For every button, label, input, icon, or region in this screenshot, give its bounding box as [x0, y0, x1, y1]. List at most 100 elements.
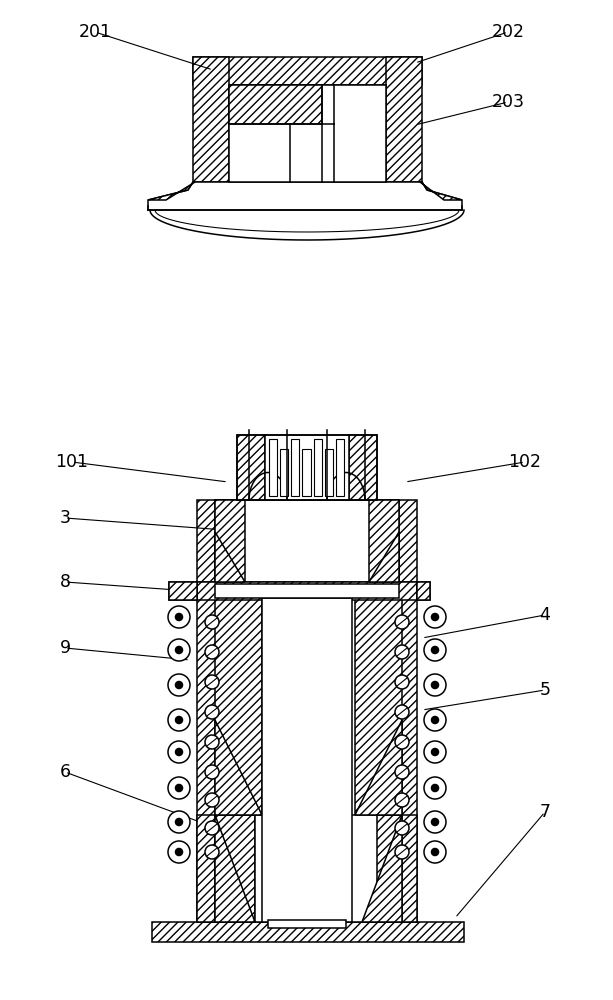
- Circle shape: [205, 821, 219, 835]
- Text: 7: 7: [539, 803, 550, 821]
- Circle shape: [424, 709, 446, 731]
- Polygon shape: [355, 720, 402, 815]
- Text: 6: 6: [59, 763, 70, 781]
- Circle shape: [168, 741, 190, 763]
- Text: 203: 203: [492, 93, 525, 111]
- Circle shape: [432, 818, 438, 826]
- Circle shape: [424, 841, 446, 863]
- Circle shape: [205, 735, 219, 749]
- Circle shape: [395, 735, 409, 749]
- Circle shape: [168, 811, 190, 833]
- Polygon shape: [369, 532, 399, 582]
- Bar: [417, 582, 430, 600]
- Bar: [197, 598, 237, 922]
- Circle shape: [424, 777, 446, 799]
- Text: 3: 3: [59, 509, 70, 527]
- Circle shape: [175, 748, 183, 756]
- Circle shape: [205, 675, 219, 689]
- Polygon shape: [148, 182, 462, 210]
- Bar: [229, 85, 322, 124]
- Circle shape: [175, 613, 183, 620]
- Bar: [215, 500, 399, 582]
- Bar: [280, 449, 288, 496]
- Circle shape: [168, 639, 190, 661]
- Bar: [215, 598, 262, 815]
- Circle shape: [168, 709, 190, 731]
- Bar: [215, 584, 399, 598]
- Circle shape: [168, 606, 190, 628]
- Circle shape: [175, 682, 183, 688]
- Bar: [169, 582, 197, 600]
- Bar: [265, 435, 349, 500]
- Circle shape: [432, 784, 438, 792]
- Circle shape: [424, 674, 446, 696]
- Circle shape: [432, 748, 438, 756]
- Circle shape: [395, 705, 409, 719]
- Circle shape: [175, 848, 183, 856]
- Circle shape: [205, 645, 219, 659]
- Circle shape: [395, 793, 409, 807]
- Bar: [197, 815, 215, 922]
- Bar: [399, 815, 417, 922]
- Circle shape: [205, 705, 219, 719]
- Bar: [268, 920, 346, 928]
- Bar: [197, 582, 417, 600]
- Bar: [325, 449, 333, 496]
- Text: 4: 4: [539, 606, 550, 624]
- Circle shape: [432, 682, 438, 688]
- Text: 102: 102: [509, 453, 541, 471]
- Bar: [255, 815, 377, 922]
- Polygon shape: [420, 182, 462, 200]
- Circle shape: [168, 674, 190, 696]
- Bar: [386, 57, 422, 182]
- Bar: [237, 435, 377, 500]
- Circle shape: [424, 606, 446, 628]
- Circle shape: [175, 647, 183, 654]
- Circle shape: [205, 845, 219, 859]
- Polygon shape: [215, 532, 245, 582]
- Circle shape: [432, 613, 438, 620]
- Circle shape: [175, 716, 183, 724]
- Bar: [369, 500, 399, 582]
- Bar: [193, 57, 422, 85]
- Text: 9: 9: [59, 639, 70, 657]
- Text: 103: 103: [332, 453, 365, 471]
- Bar: [336, 439, 344, 496]
- Circle shape: [395, 765, 409, 779]
- Circle shape: [432, 716, 438, 724]
- Circle shape: [205, 793, 219, 807]
- Polygon shape: [148, 182, 195, 200]
- Circle shape: [168, 777, 190, 799]
- Polygon shape: [215, 815, 255, 922]
- Circle shape: [205, 615, 219, 629]
- Circle shape: [395, 615, 409, 629]
- Bar: [169, 582, 197, 600]
- Circle shape: [395, 845, 409, 859]
- Text: 8: 8: [59, 573, 70, 591]
- Circle shape: [424, 741, 446, 763]
- Circle shape: [432, 647, 438, 654]
- Bar: [362, 815, 402, 922]
- Text: 5: 5: [539, 681, 550, 699]
- Bar: [215, 815, 255, 922]
- Text: 201: 201: [78, 23, 112, 41]
- Text: 101: 101: [56, 453, 88, 471]
- Polygon shape: [362, 815, 402, 922]
- Polygon shape: [215, 720, 262, 815]
- Bar: [314, 439, 322, 496]
- Bar: [349, 435, 377, 500]
- Circle shape: [424, 811, 446, 833]
- Bar: [377, 598, 417, 922]
- Circle shape: [432, 848, 438, 856]
- Circle shape: [395, 675, 409, 689]
- Bar: [237, 435, 265, 500]
- Bar: [302, 449, 311, 496]
- Bar: [262, 598, 352, 922]
- Circle shape: [175, 784, 183, 792]
- Bar: [417, 582, 430, 600]
- Bar: [215, 500, 245, 582]
- Circle shape: [168, 841, 190, 863]
- Circle shape: [424, 639, 446, 661]
- Bar: [355, 598, 402, 815]
- Bar: [269, 439, 277, 496]
